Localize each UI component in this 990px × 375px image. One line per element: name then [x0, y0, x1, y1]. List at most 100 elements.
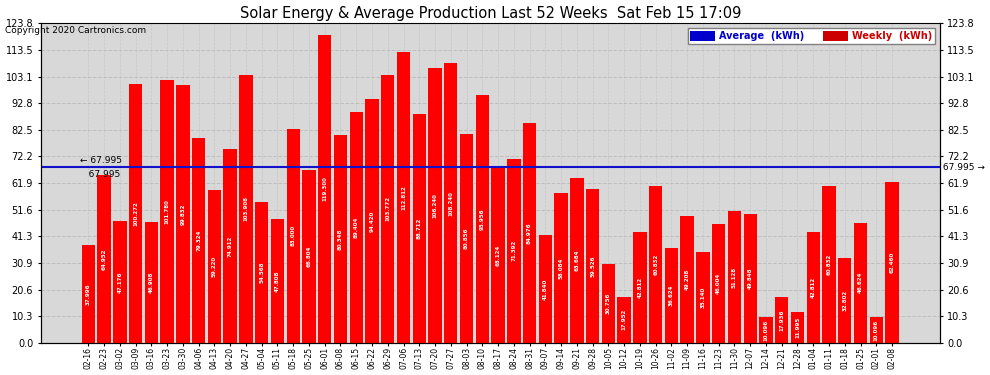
Text: 67.995 →: 67.995 → — [940, 163, 984, 172]
Text: 36.624: 36.624 — [669, 285, 674, 306]
Text: 49.848: 49.848 — [747, 268, 752, 290]
Text: 100.272: 100.272 — [133, 201, 139, 226]
Bar — [839, 258, 851, 343]
Text: 79.324: 79.324 — [196, 230, 201, 251]
Bar — [81, 245, 95, 343]
Bar — [145, 222, 158, 343]
Text: Copyright 2020 Cartronics.com: Copyright 2020 Cartronics.com — [5, 26, 147, 35]
Bar — [445, 63, 457, 343]
Text: 80.856: 80.856 — [464, 228, 469, 249]
Bar — [334, 135, 347, 343]
Text: 112.812: 112.812 — [401, 185, 406, 210]
Bar — [554, 193, 568, 343]
Bar — [853, 222, 867, 343]
Bar — [570, 178, 583, 343]
Bar — [728, 211, 742, 343]
Bar — [286, 129, 300, 343]
Bar — [224, 150, 237, 343]
Bar — [664, 248, 678, 343]
Text: 84.976: 84.976 — [527, 222, 532, 244]
Bar — [885, 182, 899, 343]
Text: 30.756: 30.756 — [606, 292, 611, 314]
Bar — [775, 297, 788, 343]
Text: 63.684: 63.684 — [574, 250, 579, 272]
Text: 62.460: 62.460 — [890, 252, 895, 273]
Text: 47.176: 47.176 — [118, 272, 123, 293]
Bar — [192, 138, 205, 343]
Bar — [318, 35, 332, 343]
Bar — [365, 99, 379, 343]
Bar — [712, 224, 726, 343]
Bar — [807, 232, 820, 343]
Text: 47.808: 47.808 — [275, 271, 280, 292]
Text: 74.912: 74.912 — [228, 236, 233, 257]
Text: 80.348: 80.348 — [338, 228, 343, 250]
Text: 103.908: 103.908 — [244, 196, 248, 221]
Text: 35.140: 35.140 — [701, 287, 706, 308]
Bar — [823, 186, 836, 343]
Bar — [113, 221, 127, 343]
Text: 103.772: 103.772 — [385, 196, 390, 222]
Text: 37.996: 37.996 — [86, 283, 91, 304]
Text: 60.832: 60.832 — [827, 254, 832, 275]
Bar — [302, 170, 316, 343]
Text: 11.995: 11.995 — [795, 317, 800, 338]
Bar — [618, 297, 631, 343]
Text: 68.124: 68.124 — [496, 244, 501, 266]
Bar — [680, 216, 694, 343]
Bar — [475, 95, 489, 343]
Bar — [791, 312, 804, 343]
Bar — [240, 75, 252, 343]
Text: 58.084: 58.084 — [558, 257, 563, 279]
Bar — [129, 84, 143, 343]
Bar — [759, 317, 772, 343]
Bar — [413, 114, 426, 343]
Text: 66.804: 66.804 — [307, 246, 312, 267]
Text: 89.404: 89.404 — [353, 217, 358, 238]
Text: 83.000: 83.000 — [291, 225, 296, 246]
Text: 10.096: 10.096 — [874, 320, 879, 340]
Bar — [507, 159, 521, 343]
Bar — [586, 189, 599, 343]
Bar — [491, 167, 505, 343]
Text: 49.208: 49.208 — [685, 269, 690, 290]
Text: 42.812: 42.812 — [638, 277, 643, 298]
Text: ← 67.995: ← 67.995 — [80, 156, 123, 165]
Text: 94.420: 94.420 — [369, 210, 374, 232]
Text: 106.240: 106.240 — [433, 194, 438, 218]
Bar — [539, 235, 552, 343]
Title: Solar Energy & Average Production Last 52 Weeks  Sat Feb 15 17:09: Solar Energy & Average Production Last 5… — [240, 6, 741, 21]
Bar — [176, 85, 190, 343]
Text: 108.240: 108.240 — [448, 191, 453, 216]
Bar — [160, 80, 174, 343]
Text: 32.802: 32.802 — [842, 290, 847, 311]
Bar — [523, 123, 537, 343]
Text: 17.952: 17.952 — [622, 309, 627, 330]
Legend: Average  (kWh), Weekly  (kWh): Average (kWh), Weekly (kWh) — [687, 28, 935, 44]
Bar — [634, 232, 646, 343]
Bar — [869, 317, 883, 343]
Text: 17.936: 17.936 — [779, 309, 784, 330]
Text: 59.526: 59.526 — [590, 255, 595, 277]
Text: 54.568: 54.568 — [259, 262, 264, 283]
Text: 51.128: 51.128 — [732, 266, 737, 288]
Text: 41.840: 41.840 — [543, 278, 547, 300]
Text: 95.956: 95.956 — [480, 208, 485, 230]
Text: 101.780: 101.780 — [164, 199, 169, 224]
Bar — [696, 252, 710, 343]
Text: 46.908: 46.908 — [148, 272, 153, 293]
Text: 59.220: 59.220 — [212, 256, 217, 277]
Text: 99.832: 99.832 — [180, 203, 185, 225]
Bar — [429, 69, 442, 343]
Text: 10.096: 10.096 — [763, 320, 768, 340]
Bar — [349, 112, 363, 343]
Text: 46.004: 46.004 — [716, 273, 721, 294]
Text: 60.832: 60.832 — [653, 254, 658, 275]
Bar — [255, 202, 268, 343]
Text: 67.995: 67.995 — [80, 170, 121, 179]
Bar — [97, 175, 111, 343]
Text: 64.952: 64.952 — [102, 248, 107, 270]
Bar — [271, 219, 284, 343]
Bar — [649, 186, 662, 343]
Bar — [460, 134, 473, 343]
